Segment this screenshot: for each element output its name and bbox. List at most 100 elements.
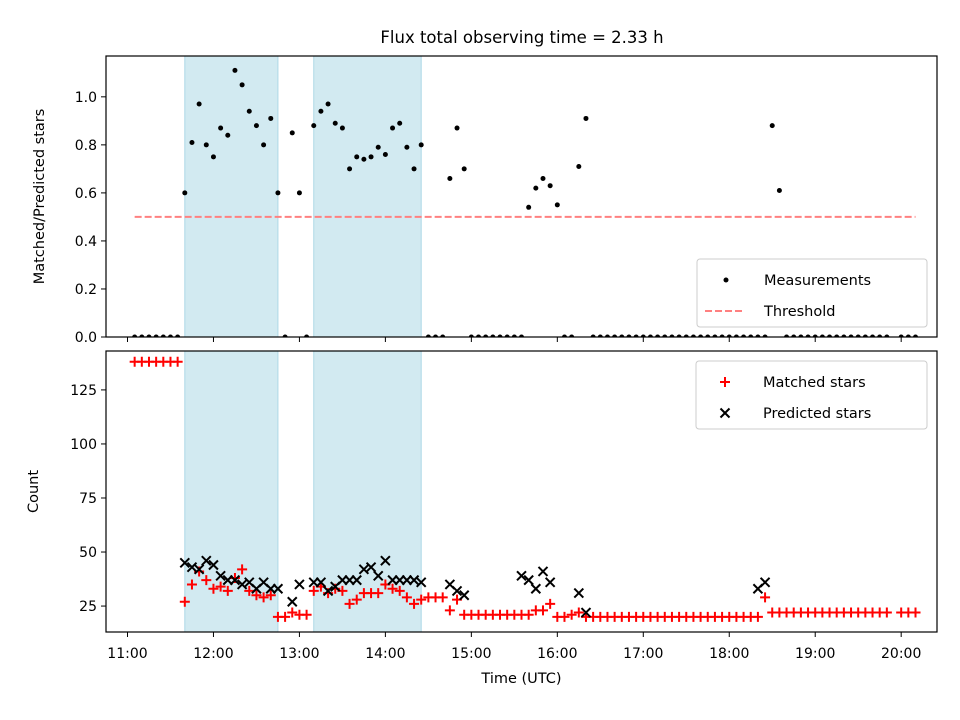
measurement-point bbox=[447, 175, 453, 181]
measurement-point bbox=[726, 334, 732, 337]
predicted-star-point bbox=[408, 574, 420, 586]
measurement-point bbox=[855, 334, 861, 337]
measurement-point bbox=[382, 151, 388, 157]
measurement-point bbox=[662, 334, 668, 337]
predicted-star-point bbox=[315, 577, 327, 588]
measurement-point bbox=[497, 334, 503, 337]
predicted-star-point bbox=[208, 559, 219, 571]
shaded-interval bbox=[313, 55, 422, 338]
measurement-point bbox=[561, 334, 567, 337]
measurement-point bbox=[418, 142, 424, 148]
matched-star-point bbox=[244, 585, 255, 596]
y-axis-label: Matched/Predicted stars bbox=[32, 109, 48, 285]
predicted-star-point bbox=[236, 579, 248, 590]
y-tick-label: 50 bbox=[79, 545, 97, 561]
measurement-point bbox=[540, 175, 546, 181]
predicted-star-point bbox=[415, 577, 427, 588]
measurement-point bbox=[347, 166, 353, 172]
matched-star-point bbox=[416, 594, 427, 605]
matched-star-point bbox=[559, 611, 570, 622]
x-tick-label: 12:00 bbox=[193, 646, 233, 662]
measurement-point bbox=[554, 202, 560, 208]
y-tick-label: 125 bbox=[70, 383, 97, 399]
measurement-point bbox=[160, 334, 166, 337]
legend-label: Predicted stars bbox=[763, 406, 871, 422]
measurement-point bbox=[905, 334, 911, 337]
measurement-point bbox=[354, 154, 360, 160]
legend-marker-matched bbox=[720, 377, 730, 387]
measurement-point bbox=[819, 334, 825, 337]
matched-star-point bbox=[344, 598, 355, 609]
top-panel: 0.0 0.2 0.4 0.6 0.8 1.0 Matched/Predicted star… bbox=[32, 55, 938, 346]
predicted-star-point bbox=[272, 583, 284, 594]
measurement-point bbox=[225, 132, 231, 138]
measurement-point bbox=[626, 334, 632, 337]
measurement-point bbox=[870, 334, 876, 337]
y-tick-label: 75 bbox=[79, 491, 97, 507]
matched-star-point bbox=[265, 590, 276, 601]
measurement-point bbox=[404, 144, 410, 150]
predicted-star-point bbox=[351, 574, 362, 586]
measurement-point bbox=[468, 334, 474, 337]
measurement-point bbox=[547, 183, 553, 189]
measurement-point bbox=[741, 334, 747, 337]
measurement-point bbox=[289, 130, 295, 136]
predicted-star-point bbox=[201, 555, 212, 566]
predicted-star-point bbox=[516, 570, 527, 582]
measurement-point bbox=[877, 334, 883, 337]
measurement-point bbox=[519, 334, 524, 337]
matched-star-point bbox=[545, 598, 556, 609]
measurement-point bbox=[834, 334, 840, 337]
measurement-point bbox=[733, 334, 739, 337]
measurement-point bbox=[805, 334, 811, 337]
predicted-star-point bbox=[229, 574, 241, 586]
measurement-point bbox=[612, 334, 618, 337]
matched-star-point bbox=[251, 590, 262, 601]
measurement-point bbox=[139, 334, 145, 337]
predicted-star-point bbox=[322, 585, 334, 597]
legend-marker-predicted bbox=[719, 407, 731, 419]
measurement-point bbox=[640, 334, 646, 337]
matched-star-point bbox=[437, 592, 448, 603]
y-tick-label: 0.2 bbox=[75, 282, 97, 298]
measurement-point bbox=[189, 139, 195, 145]
predicted-star-point bbox=[294, 579, 305, 590]
predicted-star-point bbox=[573, 587, 585, 599]
measurement-point bbox=[218, 125, 224, 131]
predicted-star-point bbox=[537, 566, 549, 577]
x-axis-label: Time (UTC) bbox=[480, 671, 561, 687]
measurement-point bbox=[239, 82, 245, 88]
matched-star-point bbox=[222, 585, 233, 596]
measurement-point bbox=[884, 334, 890, 337]
measurement-point bbox=[812, 334, 818, 337]
chart-title: Flux total observing time = 2.33 h bbox=[380, 28, 663, 47]
measurement-point bbox=[576, 163, 582, 169]
measurement-point bbox=[311, 123, 317, 129]
measurement-point bbox=[862, 334, 868, 337]
matched-star-point bbox=[523, 609, 534, 620]
measurement-point bbox=[411, 166, 417, 172]
matched-star-point bbox=[308, 585, 319, 596]
x-tick-label: 13:00 bbox=[279, 646, 319, 662]
measurement-point bbox=[332, 120, 338, 126]
measurement-point bbox=[712, 334, 718, 337]
matched-star-point bbox=[201, 575, 212, 586]
measurement-point bbox=[425, 334, 431, 337]
measurement-point bbox=[526, 204, 532, 210]
measurement-point bbox=[798, 334, 804, 337]
axes-frame bbox=[105, 55, 938, 338]
measurement-point bbox=[690, 334, 696, 337]
measurement-point bbox=[483, 334, 489, 337]
y-tick-label: 0.8 bbox=[75, 138, 97, 154]
measurement-point bbox=[898, 334, 904, 337]
x-tick-label: 18:00 bbox=[709, 646, 749, 662]
x-tick-label: 20:00 bbox=[881, 646, 921, 662]
legend-box bbox=[695, 360, 928, 430]
measurement-point bbox=[569, 334, 575, 337]
measurement-point bbox=[698, 334, 704, 337]
matched-star-point bbox=[573, 607, 584, 618]
measurement-point bbox=[440, 334, 446, 337]
predicted-star-point bbox=[179, 557, 191, 569]
measurement-point bbox=[769, 123, 775, 129]
